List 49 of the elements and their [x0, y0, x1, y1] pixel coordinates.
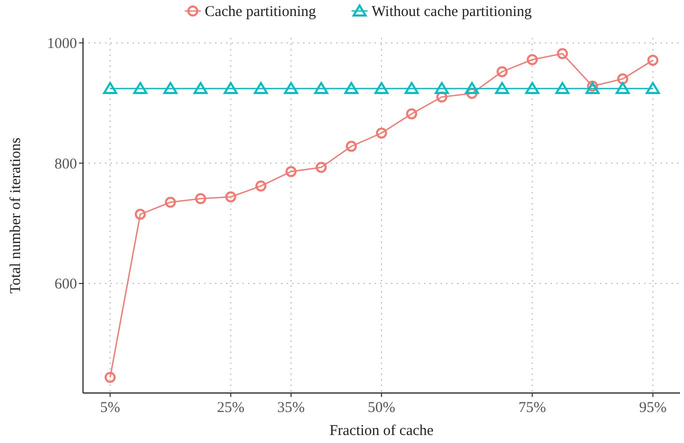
- x-tick-label: 25%: [216, 400, 244, 416]
- point: [195, 193, 206, 204]
- point: [314, 82, 328, 94]
- point: [224, 82, 238, 94]
- point: [556, 48, 568, 60]
- point: [254, 82, 268, 94]
- point: [434, 82, 449, 94]
- point: [464, 82, 479, 94]
- legend-label: Without cache partitioning: [372, 4, 532, 20]
- x-tick-label: 35%: [277, 400, 305, 416]
- y-tick-label: 800: [54, 156, 77, 172]
- y-tick-label: 600: [54, 276, 77, 293]
- y-tick-label: 1000: [47, 36, 77, 52]
- point: [616, 82, 630, 94]
- point: [617, 73, 628, 84]
- x-tick-label: 5%: [100, 400, 120, 416]
- point: [316, 162, 327, 173]
- x-tick-label: 50%: [368, 400, 396, 416]
- point: [103, 82, 118, 94]
- point: [555, 82, 570, 94]
- x-tick-label: 95%: [639, 400, 667, 416]
- x-axis-title: Fraction of cache: [329, 423, 434, 439]
- point: [194, 82, 208, 94]
- point: [346, 140, 357, 152]
- point: [344, 82, 358, 94]
- point: [646, 82, 660, 94]
- x-tick-label: 75%: [518, 400, 546, 416]
- point: [647, 54, 658, 66]
- point: [255, 180, 266, 192]
- y-axis-title: Total number of iterations: [8, 137, 24, 294]
- point: [104, 372, 116, 383]
- point: [495, 82, 510, 94]
- point: [406, 108, 418, 120]
- point: [404, 82, 419, 94]
- point: [436, 91, 448, 102]
- point: [164, 196, 176, 208]
- point: [525, 82, 540, 94]
- point: [374, 82, 388, 94]
- point: [163, 82, 178, 94]
- point: [586, 82, 600, 94]
- point: [225, 191, 236, 202]
- point: [286, 166, 297, 178]
- legend-label: Cache partitioning: [204, 4, 317, 20]
- point: [134, 208, 146, 220]
- point: [526, 54, 538, 66]
- point: [376, 128, 387, 139]
- point: [284, 82, 298, 94]
- point: [133, 82, 148, 94]
- point: [496, 66, 508, 78]
